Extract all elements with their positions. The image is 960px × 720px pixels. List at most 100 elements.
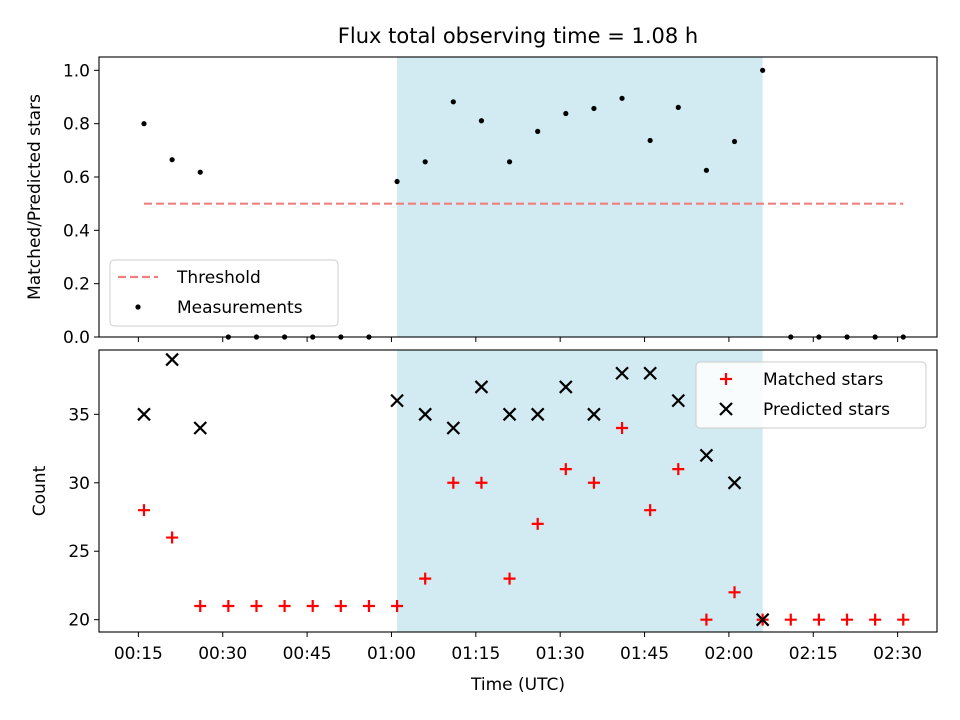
x-tick-label: 02:30 xyxy=(873,644,922,664)
matched-stars-point xyxy=(250,599,263,612)
bottom-legend-frame xyxy=(695,361,927,429)
predicted-stars-point xyxy=(418,407,432,422)
legend-predicted-label: Predicted stars xyxy=(763,400,890,420)
top-y-tick-label: 0.0 xyxy=(63,328,90,348)
predicted-stars-point xyxy=(474,380,489,394)
matched-stars-point xyxy=(784,613,797,626)
measurements-point xyxy=(563,110,569,117)
matched-stars-point xyxy=(700,613,713,626)
predicted-stars-point xyxy=(137,407,151,422)
top-panel: Flux total observing time = 1.08 h 0.00.… xyxy=(25,24,938,348)
matched-stars-point xyxy=(137,504,150,517)
top-plot-area: 0.0 0.2 0.4 0.6 0.8 1.0 xyxy=(63,56,938,348)
top-y-tick-label: 0.8 xyxy=(63,115,90,135)
matched-stars-point xyxy=(812,613,825,626)
bottom-y-tick-label: 30 xyxy=(68,474,90,494)
measurements-point xyxy=(478,118,485,124)
measurements-point xyxy=(535,128,541,134)
measurements-point xyxy=(591,105,597,112)
measurements-point xyxy=(731,138,738,145)
predicted-stars-point xyxy=(699,448,714,463)
bottom-y-tick-label: 20 xyxy=(68,611,90,631)
bottom-y-tick-label: 25 xyxy=(68,542,90,562)
predicted-stars-point xyxy=(643,366,657,381)
measurements-point xyxy=(450,99,456,105)
x-tick-label: 01:15 xyxy=(451,644,500,664)
matched-stars-point xyxy=(616,422,629,435)
predicted-stars-point xyxy=(615,366,629,381)
matched-stars-point xyxy=(841,613,854,626)
bottom-panel: 20 25 30 35 00:15 00:30 00:45 01:00 01:15 01:30 01… xyxy=(30,349,938,695)
matched-stars-point xyxy=(644,504,657,517)
legend-threshold-label: Threshold xyxy=(176,268,261,288)
legend-matched-label: Matched stars xyxy=(763,370,883,390)
predicted-stars-point xyxy=(755,612,770,627)
bottom-y-axis-label: Count xyxy=(30,465,50,516)
measurements-point xyxy=(422,159,428,165)
measurements-point xyxy=(647,137,653,144)
measurements-point xyxy=(394,178,400,185)
top-y-tick-label: 0.2 xyxy=(63,275,90,295)
matched-stars-point xyxy=(278,599,291,612)
predicted-stars-point xyxy=(587,407,601,422)
matched-stars-point xyxy=(306,599,319,612)
matched-stars-point xyxy=(222,599,235,612)
x-tick-label: 00:15 xyxy=(114,644,163,664)
matched-stars-point xyxy=(672,463,685,476)
top-y-tick-label: 0.6 xyxy=(63,168,90,188)
bottom-y-tick-label: 35 xyxy=(68,405,90,425)
measurements-point xyxy=(619,95,625,101)
measurements-point xyxy=(703,167,710,173)
measurements-point xyxy=(506,159,513,165)
matched-stars-point xyxy=(897,613,910,626)
matched-stars-point xyxy=(334,599,347,612)
predicted-stars-point xyxy=(502,407,517,422)
x-tick-label: 02:15 xyxy=(789,644,838,664)
top-y-tick-label: 1.0 xyxy=(63,61,90,81)
matched-stars-point xyxy=(419,572,432,585)
chart-title: Flux total observing time = 1.08 h xyxy=(338,24,698,48)
matched-stars-point xyxy=(475,476,488,489)
measurements-point xyxy=(169,157,175,163)
measurements-point xyxy=(675,104,681,110)
matched-stars-point xyxy=(503,572,516,585)
legend-measurements-label: Measurements xyxy=(177,298,303,318)
top-legend: Threshold Measurements xyxy=(109,259,339,327)
predicted-stars-point xyxy=(671,393,686,408)
legend-measurements-swatch xyxy=(135,304,141,310)
matched-stars-point xyxy=(728,586,741,599)
measurements-point xyxy=(760,67,766,73)
matched-stars-point xyxy=(166,531,179,544)
legend-matched-swatch xyxy=(720,373,732,385)
top-axes-frame xyxy=(98,56,938,338)
x-tick-label: 02:00 xyxy=(704,644,753,664)
x-tick-label: 00:45 xyxy=(283,644,332,664)
bottom-legend: Matched stars Predicted stars xyxy=(695,361,927,429)
x-axis-label: Time (UTC) xyxy=(470,675,565,695)
legend-predicted-swatch xyxy=(719,402,733,416)
predicted-stars-point xyxy=(165,352,179,367)
measurements-point xyxy=(197,169,203,175)
top-shaded-region xyxy=(397,57,763,337)
predicted-stars-point xyxy=(193,421,208,435)
matched-stars-point xyxy=(587,476,600,489)
top-legend-frame xyxy=(109,259,339,327)
x-tick-label: 01:00 xyxy=(367,644,416,664)
matched-stars-point xyxy=(559,463,572,476)
predicted-stars-point xyxy=(530,407,545,422)
measurements-point xyxy=(141,121,147,127)
bottom-axes-frame xyxy=(98,349,938,633)
predicted-stars-point xyxy=(390,393,404,408)
predicted-stars-point xyxy=(559,380,573,394)
top-y-tick-label: 0.4 xyxy=(63,221,90,241)
matched-stars-point xyxy=(869,613,882,626)
x-tick-label: 01:45 xyxy=(620,644,669,664)
x-tick-label: 01:30 xyxy=(536,644,585,664)
matched-stars-point xyxy=(531,517,544,530)
matched-stars-point xyxy=(391,599,404,612)
matched-stars-point xyxy=(362,599,375,612)
matched-stars-point xyxy=(194,599,207,612)
matched-stars-point xyxy=(447,476,460,489)
predicted-stars-point xyxy=(446,421,461,435)
